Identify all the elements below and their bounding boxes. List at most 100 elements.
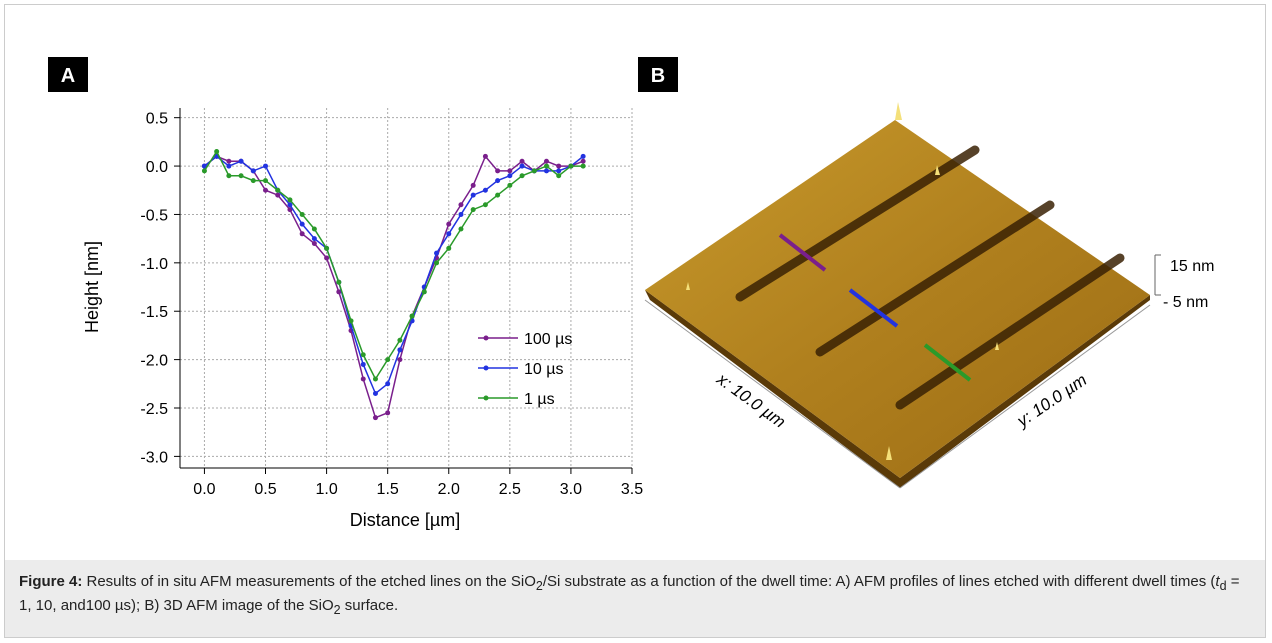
marker <box>556 168 561 173</box>
legend-label: 10 µs <box>524 361 563 378</box>
marker <box>507 183 512 188</box>
marker <box>214 149 219 154</box>
marker <box>361 362 366 367</box>
marker <box>471 193 476 198</box>
legend-marker <box>484 396 489 401</box>
marker <box>397 357 402 362</box>
marker <box>471 183 476 188</box>
x-tick-label: 0.0 <box>193 481 215 498</box>
legend-label: 100 µs <box>524 331 572 348</box>
x-tick-label: 0.5 <box>254 481 276 498</box>
y-tick-label: -1.0 <box>140 256 168 273</box>
marker <box>520 164 525 169</box>
y-tick-label: -0.5 <box>140 207 168 224</box>
marker <box>581 164 586 169</box>
marker <box>532 168 537 173</box>
marker <box>300 231 305 236</box>
marker <box>361 352 366 357</box>
marker <box>226 164 231 169</box>
marker <box>300 212 305 217</box>
marker <box>324 256 329 261</box>
caption-sub: 2 <box>334 603 341 617</box>
y-tick-label: -2.5 <box>140 401 168 418</box>
marker <box>446 231 451 236</box>
marker <box>226 173 231 178</box>
series-line <box>204 156 583 417</box>
marker <box>568 164 573 169</box>
figure: A B Distance [µm] Height [nm] x: 10.0 µm… <box>0 0 1272 560</box>
marker <box>312 226 317 231</box>
y-axis-label: Height [nm] <box>82 241 102 333</box>
marker <box>263 178 268 183</box>
y-tick-label: 0.0 <box>146 159 168 176</box>
marker <box>397 347 402 352</box>
marker <box>581 154 586 159</box>
caption-sub: 2 <box>536 579 543 593</box>
marker <box>287 197 292 202</box>
marker <box>483 154 488 159</box>
marker <box>251 178 256 183</box>
legend-marker <box>484 366 489 371</box>
series-line <box>204 156 583 393</box>
marker <box>263 188 268 193</box>
afm-image: x: 10.0 µm y: 10.0 µm 15 nm - 5 nm <box>645 102 1214 488</box>
panel-label: B <box>651 65 665 87</box>
caption-label: Figure 4: <box>19 573 82 590</box>
marker <box>520 159 525 164</box>
marker <box>446 222 451 227</box>
marker <box>581 159 586 164</box>
y-tick-label: -3.0 <box>140 449 168 466</box>
marker <box>202 168 207 173</box>
y-tick-label: -1.5 <box>140 304 168 321</box>
marker <box>544 164 549 169</box>
marker <box>483 202 488 207</box>
marker <box>324 246 329 251</box>
panel-label: A <box>61 65 75 87</box>
marker <box>458 202 463 207</box>
marker <box>434 260 439 265</box>
marker <box>385 381 390 386</box>
caption: Figure 4: Results of in situ AFM measure… <box>5 560 1265 637</box>
marker <box>336 280 341 285</box>
marker <box>422 289 427 294</box>
marker <box>373 391 378 396</box>
marker <box>556 173 561 178</box>
marker <box>556 164 561 169</box>
marker <box>483 188 488 193</box>
marker <box>361 376 366 381</box>
scale-bar <box>1155 255 1161 295</box>
marker <box>251 168 256 173</box>
marker <box>507 168 512 173</box>
marker <box>458 212 463 217</box>
marker <box>312 236 317 241</box>
marker <box>495 193 500 198</box>
legend-marker <box>484 336 489 341</box>
marker <box>458 226 463 231</box>
marker <box>300 222 305 227</box>
marker <box>507 173 512 178</box>
x-tick-label: 1.0 <box>315 481 337 498</box>
x-axis-label: Distance [µm] <box>350 510 460 530</box>
marker <box>471 207 476 212</box>
caption-sub: d <box>1220 579 1227 593</box>
marker <box>373 415 378 420</box>
marker <box>495 168 500 173</box>
legend-label: 1 µs <box>524 391 555 408</box>
x-tick-label: 2.5 <box>499 481 521 498</box>
marker <box>263 164 268 169</box>
marker <box>226 159 231 164</box>
y-tick-label: 0.5 <box>146 111 168 128</box>
marker <box>446 246 451 251</box>
scale-label: 15 nm <box>1170 258 1214 275</box>
caption-text: Results of in situ AFM measurements of t… <box>82 573 536 590</box>
marker <box>385 357 390 362</box>
marker <box>239 159 244 164</box>
scale-label: - 5 nm <box>1163 294 1208 311</box>
marker <box>410 314 415 319</box>
marker <box>349 318 354 323</box>
marker <box>373 376 378 381</box>
marker <box>520 173 525 178</box>
marker <box>397 338 402 343</box>
x-tick-label: 2.0 <box>438 481 460 498</box>
x-tick-label: 1.5 <box>377 481 399 498</box>
